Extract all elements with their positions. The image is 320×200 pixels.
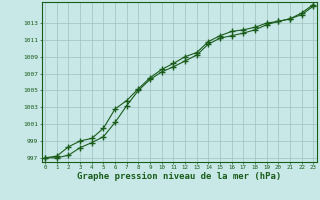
- X-axis label: Graphe pression niveau de la mer (hPa): Graphe pression niveau de la mer (hPa): [77, 172, 281, 181]
